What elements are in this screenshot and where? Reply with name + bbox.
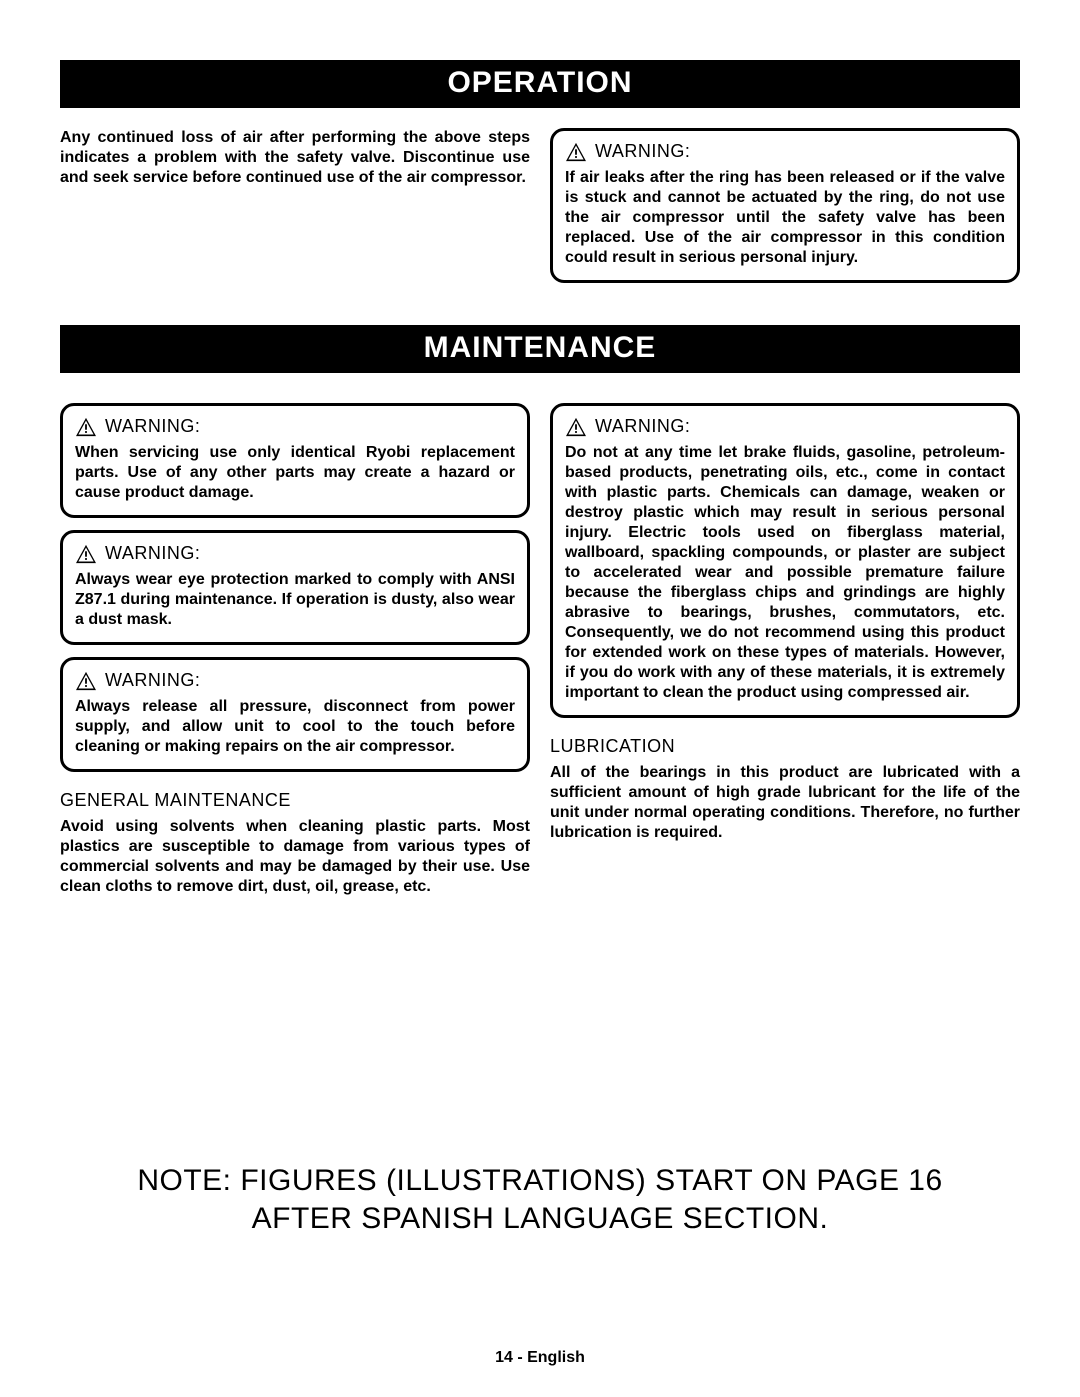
warning-header: WARNING: [75,670,515,691]
section-header-maintenance: MAINTENANCE [60,325,1020,373]
warning-header: WARNING: [75,416,515,437]
warning-header: WARNING: [565,416,1005,437]
warning-triangle-icon [565,417,587,437]
maintenance-warning-text-right: Do not at any time let brake fluids, gas… [565,443,1005,703]
maintenance-warning-text-2: Always wear eye protection marked to com… [75,570,515,630]
figures-note: NOTE: FIGURES (ILLUSTRATIONS) START ON P… [0,1162,1080,1237]
maintenance-left-column: WARNING: When servicing use only identic… [60,403,530,897]
warning-triangle-icon [75,671,97,691]
operation-right-column: WARNING: If air leaks after the ring has… [550,128,1020,295]
page: OPERATION Any continued loss of air afte… [0,0,1080,1397]
warning-label: WARNING: [105,543,200,564]
maintenance-warning-box-right: WARNING: Do not at any time let brake fl… [550,403,1020,718]
general-maintenance-text: Avoid using solvents when cleaning plast… [60,817,530,897]
warning-label: WARNING: [595,416,690,437]
operation-warning-box: WARNING: If air leaks after the ring has… [550,128,1020,283]
warning-triangle-icon [565,142,587,162]
general-maintenance-heading: GENERAL MAINTENANCE [60,790,530,811]
lubrication-text: All of the bearings in this product are … [550,763,1020,843]
operation-left-column: Any continued loss of air after performi… [60,128,530,295]
warning-label: WARNING: [105,670,200,691]
operation-warning-text: If air leaks after the ring has been rel… [565,168,1005,268]
lubrication-heading: LUBRICATION [550,736,1020,757]
warning-triangle-icon [75,417,97,437]
figures-note-line-1: NOTE: FIGURES (ILLUSTRATIONS) START ON P… [0,1162,1080,1200]
operation-columns: Any continued loss of air after performi… [60,128,1020,295]
maintenance-warning-box-1: WARNING: When servicing use only identic… [60,403,530,518]
operation-left-text: Any continued loss of air after performi… [60,128,530,188]
page-footer: 14 - English [0,1349,1080,1367]
warning-label: WARNING: [595,141,690,162]
section-header-operation: OPERATION [60,60,1020,108]
warning-label: WARNING: [105,416,200,437]
maintenance-warning-text-1: When servicing use only identical Ryobi … [75,443,515,503]
maintenance-warning-text-3: Always release all pressure, disconnect … [75,697,515,757]
maintenance-columns: WARNING: When servicing use only identic… [60,403,1020,897]
figures-note-line-2: AFTER SPANISH LANGUAGE SECTION. [0,1200,1080,1238]
warning-triangle-icon [75,544,97,564]
maintenance-right-column: WARNING: Do not at any time let brake fl… [550,403,1020,897]
maintenance-warning-box-2: WARNING: Always wear eye protection mark… [60,530,530,645]
maintenance-warning-box-3: WARNING: Always release all pressure, di… [60,657,530,772]
warning-header: WARNING: [565,141,1005,162]
warning-header: WARNING: [75,543,515,564]
